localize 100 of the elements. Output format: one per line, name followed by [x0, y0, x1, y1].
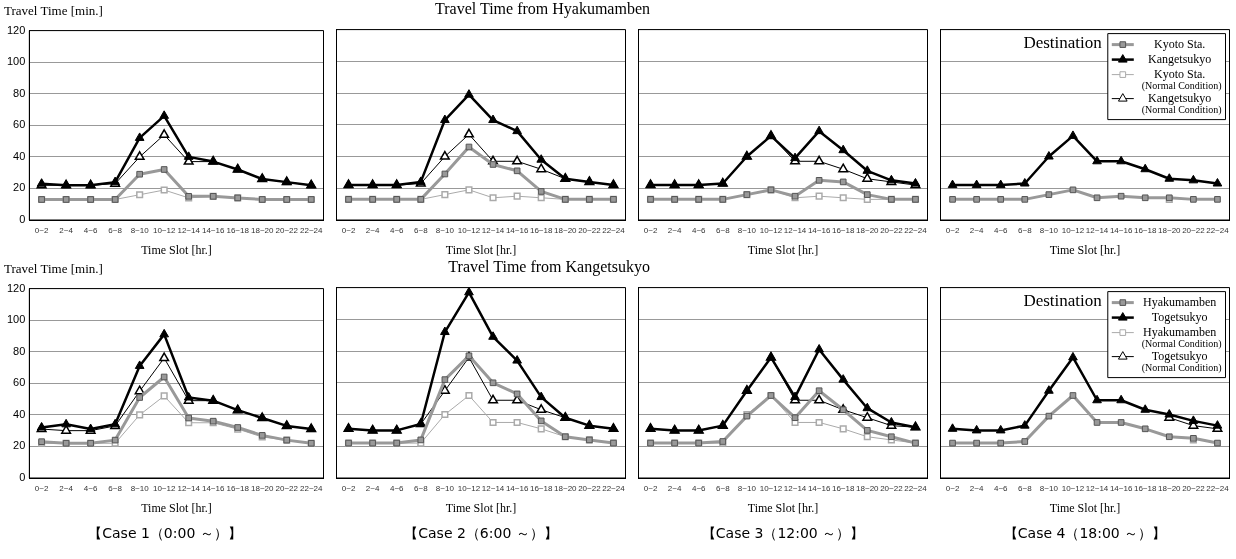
- x-tick-label: 14~16: [505, 226, 529, 235]
- text: 【Case 2（6:00 ～）】: [403, 524, 559, 543]
- x-tick-label: 20~22: [880, 226, 904, 235]
- x-tick-label: 16~18: [226, 484, 250, 493]
- x-tick-label: 4~6: [389, 484, 405, 493]
- x-tick-label: 16~18: [831, 484, 855, 493]
- x-tick-label: 18~20: [1158, 226, 1182, 235]
- legend-label: Kangetsukyo (Normal Condition): [1141, 90, 1222, 117]
- text: 【Case 1（0:00 ～）】: [87, 524, 243, 543]
- x-tick-label: 20~22: [880, 484, 904, 493]
- x-tick-label: 10~12: [457, 226, 481, 235]
- x-tick-label: 4~6: [993, 226, 1009, 235]
- y-tick-label: 100: [6, 55, 26, 68]
- x-tick-label: 6~8: [716, 484, 731, 493]
- x-tick-label: 22~24: [602, 484, 626, 493]
- x-tick-label: 16~18: [1133, 484, 1157, 493]
- y-axis-title: Travel Time [min.]: [4, 261, 103, 277]
- x-tick-label: 2~4: [667, 484, 682, 493]
- legend-title: Destination: [1023, 290, 1103, 310]
- legend-label: Kyoto Sta. (Normal Condition): [1141, 66, 1222, 93]
- x-tick-label: 2~4: [969, 226, 984, 235]
- x-tick-label: 22~24: [904, 226, 928, 235]
- chart-title: Travel Time from Hyakumamben: [435, 0, 650, 18]
- x-axis-title: Time Slot [hr.]: [445, 242, 517, 257]
- x-tick-label: 6~8: [1018, 226, 1033, 235]
- x-tick-label: 18~20: [856, 484, 880, 493]
- x-tick-label: 6~8: [414, 484, 429, 493]
- y-axis-title: Travel Time [min.]: [4, 3, 103, 19]
- x-tick-label: 20~22: [578, 484, 602, 493]
- legend-title: Destination: [1023, 32, 1103, 52]
- x-tick-label: 22~24: [904, 484, 928, 493]
- y-tick-label: 60: [13, 376, 26, 389]
- y-tick-label: 20: [13, 181, 26, 194]
- x-tick-label: 16~18: [1133, 226, 1157, 235]
- y-tick-label: 60: [13, 118, 26, 131]
- legend-label: Togetsukyo: [1151, 309, 1208, 324]
- x-axis-title: Time Slot [hr.]: [1049, 242, 1121, 257]
- x-tick-label: 8~10: [435, 484, 455, 493]
- x-tick-label: 8~10: [130, 226, 150, 235]
- x-tick-label: 0~2: [341, 484, 356, 493]
- x-tick-label: 12~14: [177, 484, 201, 493]
- x-tick-label: 6~8: [108, 484, 123, 493]
- x-axis-title: Time Slot [hr.]: [747, 500, 819, 515]
- x-tick-label: 18~20: [554, 226, 578, 235]
- x-tick-label: 20~22: [1182, 484, 1206, 493]
- x-tick-label: 2~4: [969, 484, 984, 493]
- x-tick-label: 10~12: [1061, 484, 1085, 493]
- x-tick-label: 0~2: [34, 484, 49, 493]
- x-tick-label: 4~6: [83, 484, 98, 493]
- x-tick-label: 2~4: [365, 226, 380, 235]
- x-tick-label: 16~18: [226, 226, 250, 235]
- x-tick-label: 10~12: [457, 484, 481, 493]
- x-tick-label: 10~12: [152, 484, 176, 493]
- x-tick-label: 0~2: [341, 226, 356, 235]
- x-tick-label: 14~16: [1109, 484, 1133, 493]
- x-tick-label: 12~14: [481, 226, 505, 235]
- x-tick-label: 8~10: [1039, 226, 1059, 235]
- x-tick-label: 18~20: [250, 484, 274, 493]
- x-tick-label: 12~14: [783, 226, 807, 235]
- x-axis-title: Time Slot [hr.]: [141, 242, 212, 257]
- x-tick-label: 8~10: [1039, 484, 1059, 493]
- x-tick-label: 8~10: [435, 226, 455, 235]
- x-axis-title: Time Slot [hr.]: [445, 500, 517, 515]
- y-tick-label: 40: [13, 149, 26, 162]
- y-tick-label: 120: [6, 23, 26, 36]
- x-tick-label: 2~4: [59, 484, 74, 493]
- x-tick-label: 0~2: [945, 484, 960, 493]
- x-tick-label: 16~18: [529, 226, 553, 235]
- legend-label: Kangetsukyo: [1147, 51, 1212, 66]
- y-tick-label: 40: [13, 407, 26, 420]
- y-tick-label: 80: [13, 344, 26, 357]
- x-tick-label: 6~8: [1018, 484, 1033, 493]
- y-tick-label: 20: [13, 439, 26, 452]
- x-tick-label: 4~6: [389, 226, 405, 235]
- x-tick-label: 22~24: [602, 226, 626, 235]
- x-tick-label: 10~12: [759, 484, 783, 493]
- x-tick-label: 20~22: [275, 226, 299, 235]
- x-tick-label: 4~6: [691, 484, 707, 493]
- legend-label: Togetsukyo (Normal Condition): [1141, 348, 1222, 375]
- x-tick-label: 18~20: [554, 484, 578, 493]
- x-tick-label: 22~24: [300, 484, 324, 493]
- chart-title: Travel Time from Kangetsukyo: [448, 258, 650, 276]
- y-tick-label: 0: [19, 213, 26, 226]
- y-tick-label: 80: [13, 86, 26, 99]
- x-tick-label: 4~6: [691, 226, 707, 235]
- legend-label: Hyakumamben: [1142, 294, 1217, 309]
- x-tick-label: 0~2: [945, 226, 960, 235]
- x-axis-title: Time Slot [hr.]: [1049, 500, 1121, 515]
- x-tick-label: 0~2: [643, 226, 658, 235]
- x-tick-label: 12~14: [1085, 226, 1109, 235]
- x-tick-label: 16~18: [529, 484, 553, 493]
- x-tick-label: 20~22: [1182, 226, 1206, 235]
- legend-label: Hyakumamben (Normal Condition): [1141, 324, 1222, 351]
- x-tick-label: 0~2: [643, 484, 658, 493]
- y-tick-label: 120: [6, 281, 26, 294]
- x-tick-label: 14~16: [505, 484, 529, 493]
- x-tick-label: 6~8: [108, 226, 123, 235]
- x-tick-label: 6~8: [414, 226, 429, 235]
- x-tick-label: 6~8: [716, 226, 731, 235]
- x-tick-label: 22~24: [1206, 226, 1230, 235]
